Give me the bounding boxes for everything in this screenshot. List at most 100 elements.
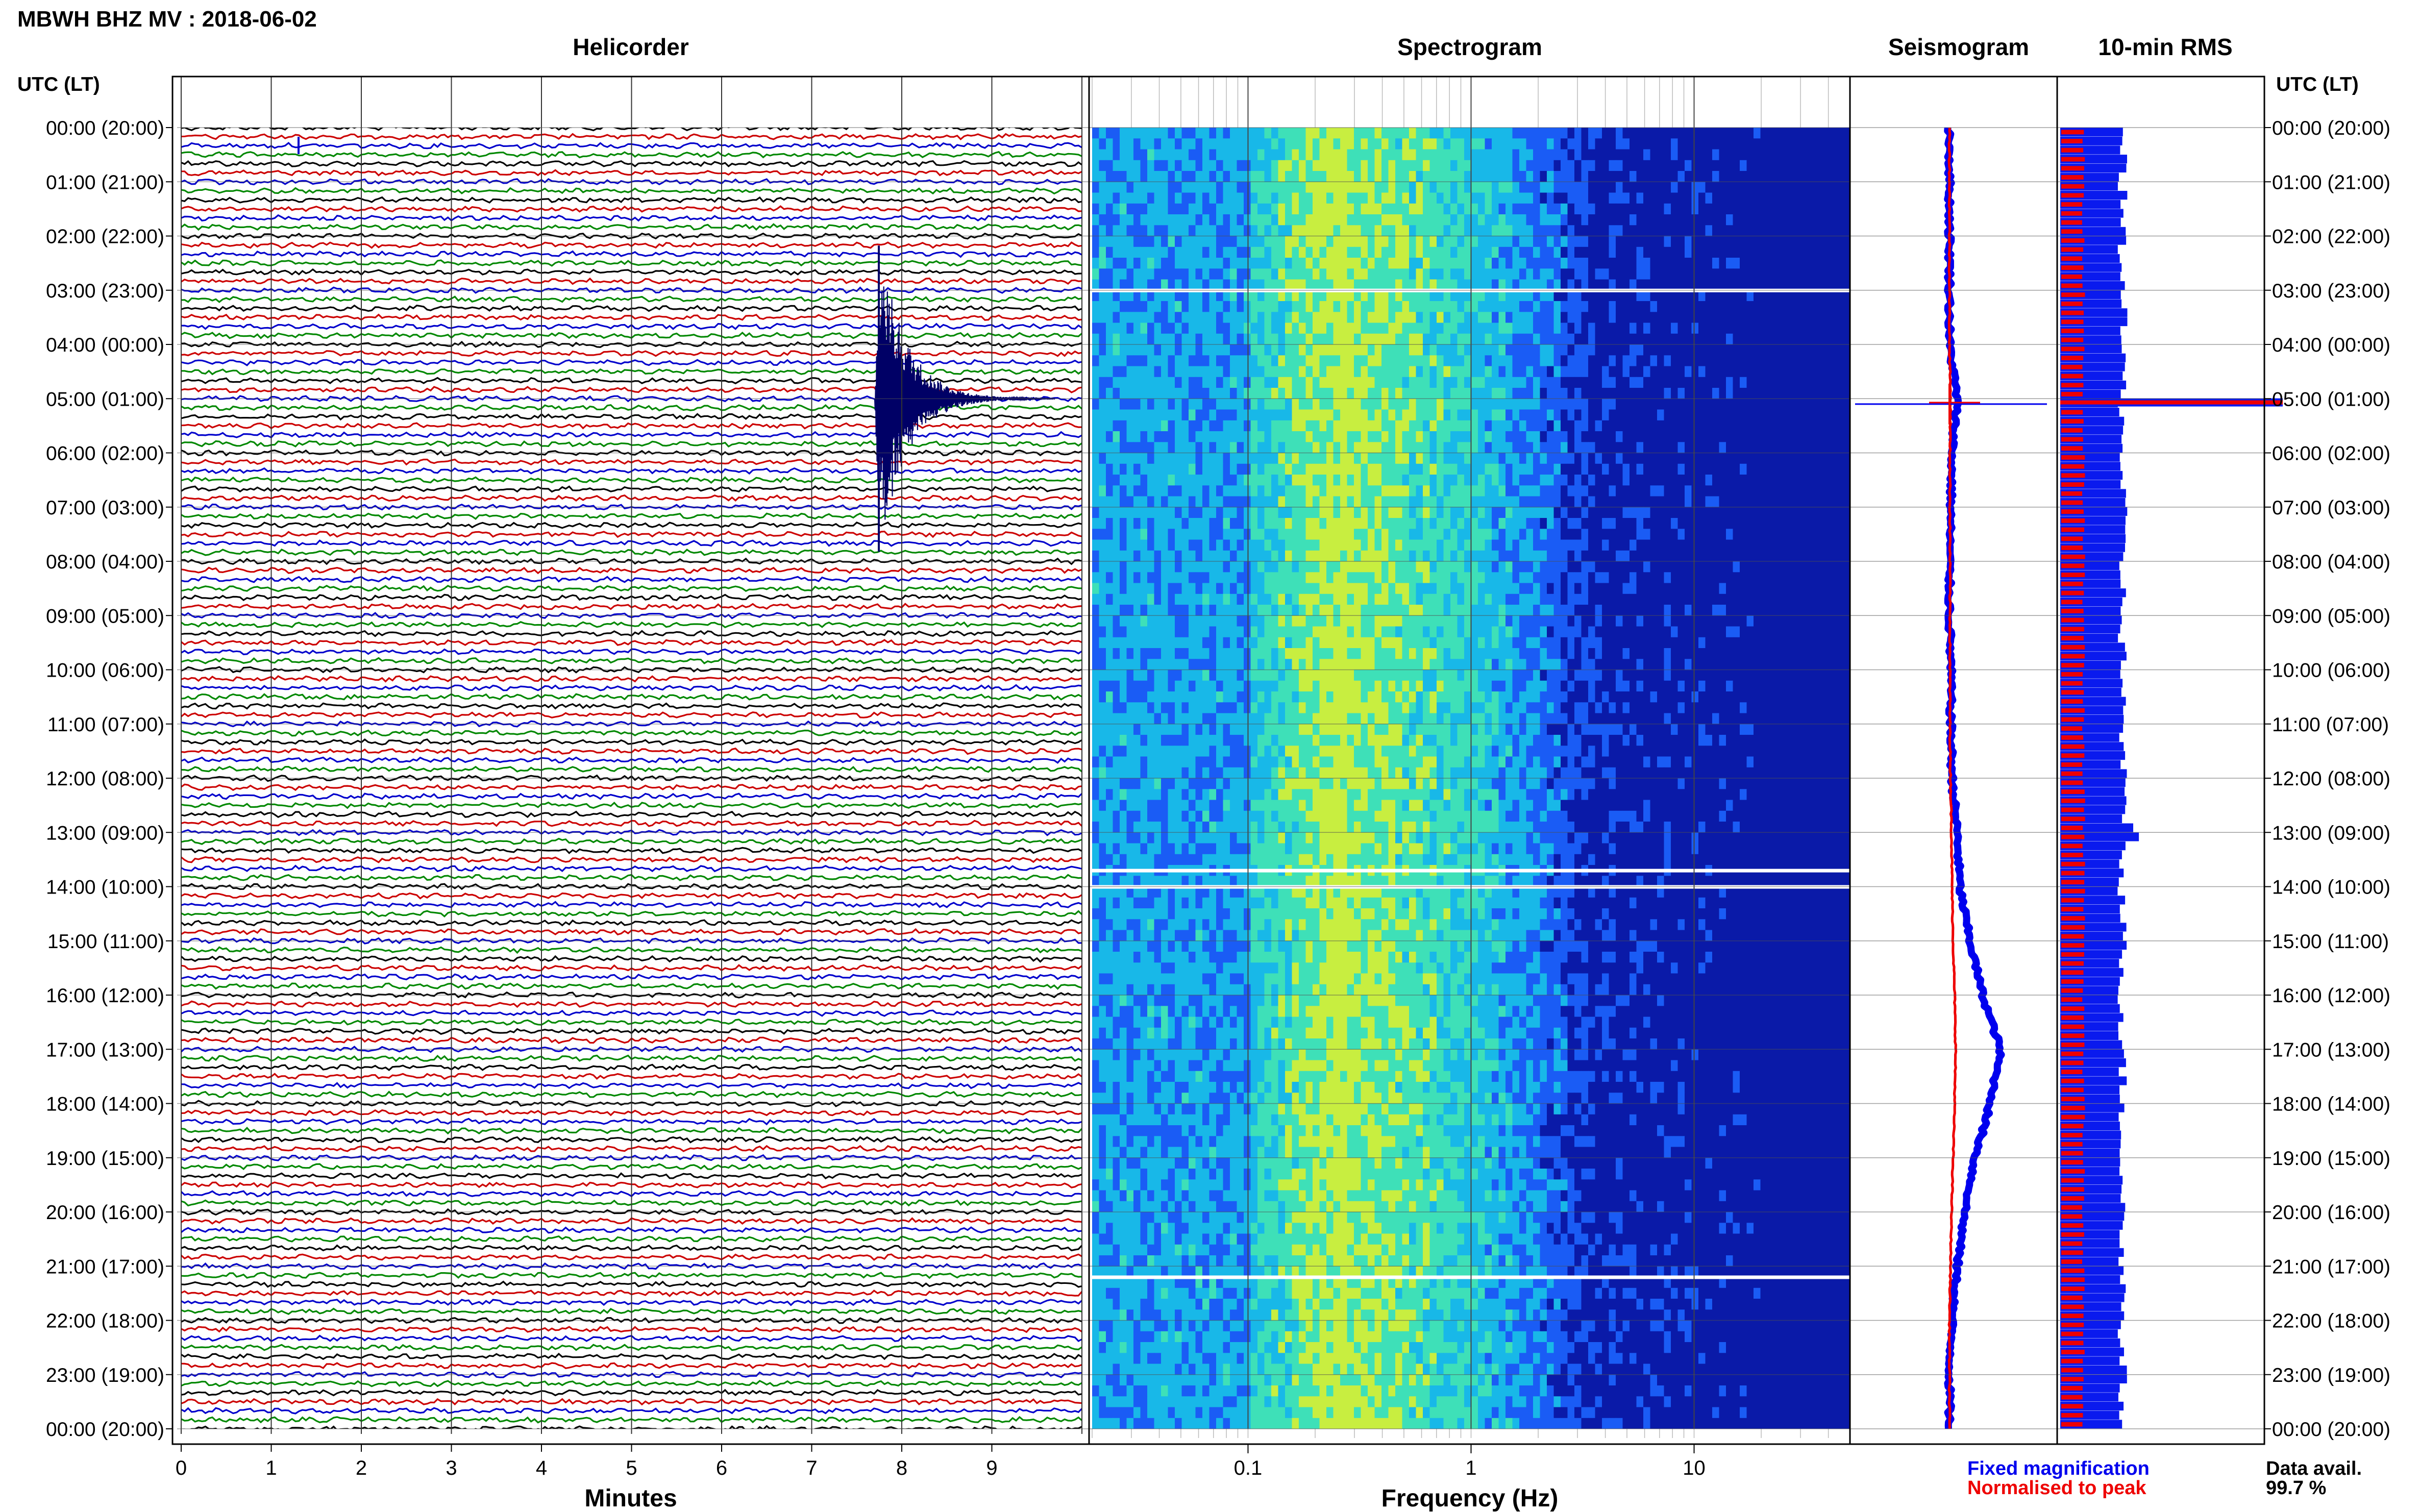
spectrogram-cell xyxy=(1574,377,1582,388)
spectrogram-cell xyxy=(1216,420,1224,432)
spectrogram-cell xyxy=(1760,246,1768,258)
spectrogram-cell xyxy=(1168,539,1175,551)
spectrogram-cell xyxy=(1581,366,1589,378)
spectrogram-cell xyxy=(1801,377,1809,388)
spectrogram-cell xyxy=(1547,171,1554,183)
spectrogram-cell xyxy=(1202,225,1210,237)
spectrogram-cell xyxy=(1498,268,1506,280)
spectrogram-cell xyxy=(1643,138,1651,150)
spectrogram-cell xyxy=(1361,192,1368,204)
spectrogram-cell xyxy=(1581,138,1589,150)
spectrogram-cell xyxy=(1705,192,1713,204)
spectrogram-cell xyxy=(1402,203,1410,215)
spectrogram-cell xyxy=(1264,583,1272,594)
spectrogram-cell xyxy=(1319,214,1327,226)
spectrogram-cell xyxy=(1519,550,1527,562)
spectrogram-cell xyxy=(1650,258,1658,269)
spectrogram-cell xyxy=(1175,431,1182,443)
spectrogram-cell xyxy=(1622,572,1630,584)
spectrogram-cell xyxy=(1561,442,1568,454)
spectrogram-cell xyxy=(1471,312,1478,324)
spectrogram-cell xyxy=(1698,192,1706,204)
spectrogram-cell xyxy=(1443,475,1451,486)
spectrogram-cell xyxy=(1719,323,1726,334)
spectrogram-cell xyxy=(1133,388,1141,400)
spectrogram-cell xyxy=(1216,160,1224,171)
spectrogram-cell xyxy=(1416,312,1423,324)
spectrogram-cell xyxy=(1361,550,1368,562)
spectrogram-cell xyxy=(1237,236,1244,247)
spectrogram-cell xyxy=(1788,583,1795,594)
spectrogram-cell xyxy=(1395,203,1403,215)
spectrogram-cell xyxy=(1313,550,1320,562)
spectrogram-cell xyxy=(1829,431,1837,443)
spectrogram-cell xyxy=(1209,333,1217,345)
spectrogram-cell xyxy=(1685,572,1692,584)
spectrogram-cell xyxy=(1126,203,1134,215)
spectrogram-cell xyxy=(1092,518,1100,530)
spectrogram-cell xyxy=(1726,539,1734,551)
spectrogram-cell xyxy=(1140,279,1148,291)
spectrogram-cell xyxy=(1754,550,1761,562)
spectrogram-cell xyxy=(1154,550,1162,562)
spectrogram-cell xyxy=(1313,431,1320,443)
spectrogram-cell xyxy=(1492,485,1499,497)
spectrogram-cell xyxy=(1278,420,1286,432)
spectrogram-cell xyxy=(1278,539,1286,551)
spectrogram-cell xyxy=(1540,279,1547,291)
spectrogram-cell xyxy=(1685,496,1692,508)
spectrogram-cell xyxy=(1726,463,1734,475)
spectrogram-cell xyxy=(1195,182,1203,193)
spectrogram-cell xyxy=(1712,420,1720,432)
spectrogram-cell xyxy=(1223,583,1230,594)
spectrogram-cell xyxy=(1361,203,1368,215)
spectrogram-cell xyxy=(1464,453,1472,464)
spectrogram-cell xyxy=(1581,268,1589,280)
spectrogram-cell xyxy=(1147,236,1155,247)
spectrogram-cell xyxy=(1801,171,1809,183)
spectrogram-cell xyxy=(1189,507,1196,518)
spectrogram-cell xyxy=(1319,128,1327,139)
spectrogram-cell xyxy=(1677,409,1685,421)
spectrogram-cell xyxy=(1133,583,1141,594)
spectrogram-cell xyxy=(1126,333,1134,345)
spectrogram-cell xyxy=(1691,388,1699,400)
spectrogram-cell xyxy=(1223,192,1230,204)
spectrogram-cell xyxy=(1685,507,1692,518)
spectrogram-cell xyxy=(1553,409,1561,421)
spectrogram-cell xyxy=(1740,399,1747,410)
spectrogram-cell xyxy=(1347,268,1354,280)
spectrogram-cell xyxy=(1106,290,1114,302)
spectrogram-cell xyxy=(1498,333,1506,345)
spectrogram-cell xyxy=(1801,485,1809,497)
spectrogram-cell xyxy=(1354,160,1362,171)
spectrogram-cell xyxy=(1795,355,1803,367)
spectrogram-cell xyxy=(1719,518,1726,530)
spectrogram-cell xyxy=(1237,301,1244,313)
spectrogram-cell xyxy=(1106,236,1114,247)
spectrogram-cell xyxy=(1388,583,1396,594)
spectrogram-cell xyxy=(1257,279,1265,291)
spectrogram-cell xyxy=(1340,572,1348,584)
spectrogram-cell xyxy=(1175,214,1182,226)
spectrogram-cell xyxy=(1650,182,1658,193)
spectrogram-cell xyxy=(1395,409,1403,421)
spectrogram-cell xyxy=(1788,475,1795,486)
spectrogram-cell xyxy=(1347,225,1354,237)
spectrogram-cell xyxy=(1843,409,1850,421)
spectrogram-cell xyxy=(1244,128,1251,139)
spectrogram-cell xyxy=(1409,453,1417,464)
spectrogram-cell xyxy=(1754,529,1761,540)
spectrogram-cell xyxy=(1223,496,1230,508)
spectrogram-cell xyxy=(1230,333,1238,345)
spectrogram-cell xyxy=(1374,160,1382,171)
spectrogram-cell xyxy=(1733,442,1740,454)
spectrogram-cell xyxy=(1257,214,1265,226)
spectrogram-cell xyxy=(1616,149,1623,161)
spectrogram-cell xyxy=(1099,529,1106,540)
spectrogram-cell xyxy=(1250,312,1258,324)
spectrogram-cell xyxy=(1133,485,1141,497)
spectrogram-cell xyxy=(1705,344,1713,356)
spectrogram-cell xyxy=(1161,258,1169,269)
spectrogram-cell xyxy=(1671,475,1679,486)
